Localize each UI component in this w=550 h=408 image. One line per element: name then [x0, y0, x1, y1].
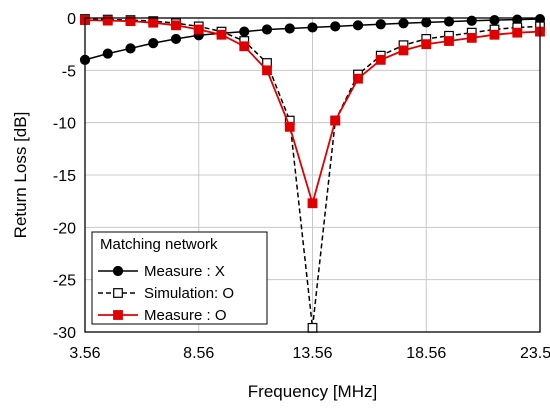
x-tick-label: 3.56: [69, 345, 100, 362]
x-tick-label: 8.56: [183, 345, 214, 362]
data-point: [261, 24, 273, 35]
data-point: [170, 33, 182, 45]
y-tick-label: -20: [53, 220, 76, 237]
data-point: [466, 32, 477, 43]
data-point: [489, 14, 500, 26]
y-tick-label: -10: [53, 116, 76, 133]
data-point: [284, 121, 295, 132]
legend-marker: [112, 265, 124, 277]
data-point: [125, 43, 136, 54]
legend-label: Measure : O: [144, 307, 227, 324]
legend-marker: [113, 310, 123, 320]
data-point: [489, 29, 500, 40]
data-point: [284, 23, 295, 34]
y-axis-title: Return Loss [dB]: [11, 112, 30, 239]
data-point: [398, 45, 409, 56]
data-point: [421, 17, 432, 28]
data-point: [375, 19, 386, 30]
y-tick-label: 0: [67, 11, 76, 28]
data-point: [216, 29, 227, 40]
legend-marker: [113, 288, 123, 298]
data-point: [125, 16, 136, 27]
data-point: [307, 22, 318, 33]
data-point: [330, 115, 341, 126]
data-series: [79, 13, 546, 333]
data-point: [171, 20, 181, 31]
data-point: [512, 27, 523, 38]
x-tick-label: 13.56: [292, 345, 332, 362]
data-point: [193, 24, 204, 35]
data-point: [444, 36, 454, 46]
data-point: [398, 18, 409, 29]
legend-box: [91, 231, 268, 325]
x-tick-label: 23.56: [520, 345, 550, 362]
legend-label: Simulation: O: [144, 285, 234, 302]
data-point: [375, 54, 386, 65]
series-3: [80, 15, 545, 209]
y-tick-label: -5: [62, 63, 76, 80]
data-point: [307, 198, 318, 209]
data-point: [353, 73, 363, 84]
data-point: [148, 38, 159, 49]
plot-frame: [84, 17, 541, 333]
axis-tick-labels: 3.56 8.56 13.56 18.56 23.56 0 -5 -10 -15 -20 -25 -3…: [53, 11, 550, 362]
y-tick-label: -15: [53, 168, 76, 185]
data-point: [102, 48, 113, 59]
legend-title: Matching network: [100, 236, 218, 253]
data-point: [102, 15, 113, 26]
data-point: [352, 20, 364, 31]
legend-label: Measure : X: [144, 263, 225, 280]
data-point: [239, 41, 250, 52]
data-point: [262, 65, 272, 76]
legend: Matching network Measure : X Simulation: …: [91, 231, 268, 325]
data-point: [307, 322, 318, 333]
data-point: [148, 17, 159, 28]
x-axis-title: Frequency [MHz]: [248, 382, 377, 401]
x-tick-label: 18.56: [406, 345, 446, 362]
data-point: [239, 26, 250, 37]
y-tick-label: -25: [53, 273, 76, 290]
data-point: [421, 39, 432, 50]
grid-lines: [85, 18, 540, 332]
data-point: [443, 16, 455, 27]
data-point: [330, 21, 341, 32]
y-tick-label: -30: [53, 325, 76, 342]
